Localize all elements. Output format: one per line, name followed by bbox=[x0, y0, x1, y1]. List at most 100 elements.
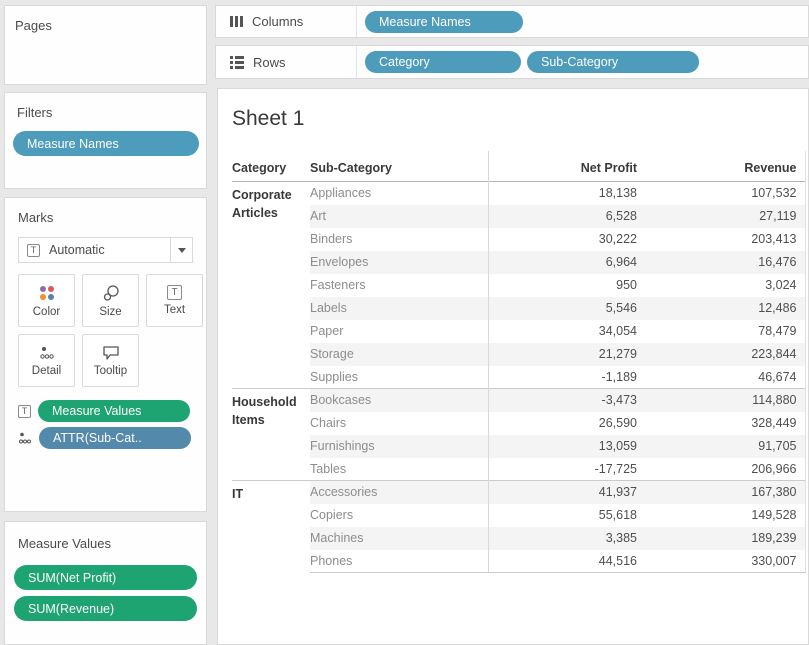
revenue-cell[interactable]: 3,024 bbox=[645, 273, 806, 297]
net-profit-cell[interactable]: 41,937 bbox=[487, 480, 645, 504]
text-box-icon: T bbox=[27, 243, 40, 257]
table-header-row: Category Sub-Category Net Profit Revenue bbox=[232, 151, 806, 182]
revenue-cell[interactable]: 330,007 bbox=[645, 549, 806, 573]
revenue-cell[interactable]: 12,486 bbox=[645, 296, 806, 320]
filters-shelf[interactable]: Filters Measure Names bbox=[4, 92, 207, 189]
table-row: Tables -17,725 206,966 bbox=[232, 457, 806, 481]
text-button[interactable]: T Text bbox=[146, 274, 203, 327]
marks-pill-attr-subcategory[interactable]: ATTR(Sub-Cat.. bbox=[39, 427, 191, 449]
columns-shelf-label: Columns bbox=[252, 14, 304, 29]
net-profit-cell[interactable]: -1,189 bbox=[487, 365, 645, 389]
revenue-cell[interactable]: 27,119 bbox=[645, 204, 806, 228]
marks-pill-measure-values[interactable]: Measure Values bbox=[38, 400, 190, 422]
measure-pill-net-profit[interactable]: SUM(Net Profit) bbox=[14, 565, 197, 590]
sheet-table: Category Sub-Category Net Profit Revenue… bbox=[232, 151, 806, 573]
subcategory-cell[interactable]: Art bbox=[310, 204, 488, 228]
net-profit-cell[interactable]: 950 bbox=[487, 273, 645, 297]
columns-shelf[interactable]: Columns Measure Names bbox=[215, 5, 809, 38]
revenue-cell[interactable]: 78,479 bbox=[645, 319, 806, 343]
net-profit-cell[interactable]: 55,618 bbox=[487, 503, 645, 527]
category-cell[interactable]: Corporate Articles bbox=[232, 188, 292, 221]
worksheet-view: Sheet 1 Category Sub-Category Net Profit… bbox=[217, 88, 809, 645]
revenue-cell[interactable]: 206,966 bbox=[645, 457, 806, 481]
tooltip-button-label: Tooltip bbox=[93, 364, 128, 377]
filters-label: Filters bbox=[17, 105, 53, 120]
net-profit-cell[interactable]: 30,222 bbox=[487, 227, 645, 251]
net-profit-cell[interactable]: 13,059 bbox=[487, 434, 645, 458]
revenue-cell[interactable]: 328,449 bbox=[645, 411, 806, 435]
revenue-cell[interactable]: 114,880 bbox=[645, 388, 806, 412]
size-button-label: Size bbox=[99, 305, 122, 318]
net-profit-cell[interactable]: 6,964 bbox=[487, 250, 645, 274]
subcategory-cell[interactable]: Phones bbox=[310, 549, 488, 573]
subcategory-cell[interactable]: Accessories bbox=[310, 480, 488, 504]
marks-pills: T Measure Values ATTR(Sub-Cat.. bbox=[18, 400, 193, 449]
subcategory-cell[interactable]: Chairs bbox=[310, 416, 347, 430]
col-header-category[interactable]: Category bbox=[232, 161, 287, 175]
pill-label: Measure Values bbox=[52, 404, 142, 418]
pill-label: Sub-Category bbox=[541, 55, 619, 69]
detail-button[interactable]: Detail bbox=[18, 334, 75, 387]
rows-icon bbox=[230, 55, 244, 69]
category-cell[interactable]: Household Items bbox=[232, 388, 310, 481]
revenue-cell[interactable]: 223,844 bbox=[645, 342, 806, 366]
subcategory-cell[interactable]: Machines bbox=[310, 526, 488, 550]
rows-shelf[interactable]: Rows Category Sub-Category bbox=[215, 45, 809, 79]
subcategory-cell[interactable]: Binders bbox=[310, 232, 353, 246]
net-profit-cell[interactable]: 5,546 bbox=[487, 296, 645, 320]
table-row: Paper 34,054 78,479 bbox=[232, 319, 806, 343]
marks-label: Marks bbox=[18, 210, 54, 225]
color-button[interactable]: Color bbox=[18, 274, 75, 327]
dropdown-caret[interactable] bbox=[170, 238, 192, 262]
revenue-cell[interactable]: 167,380 bbox=[645, 480, 806, 504]
filter-pill-measure-names[interactable]: Measure Names bbox=[13, 131, 199, 156]
table-row: Art 6,528 27,119 bbox=[232, 204, 806, 228]
net-profit-cell[interactable]: 18,138 bbox=[487, 181, 645, 205]
revenue-cell[interactable]: 107,532 bbox=[645, 181, 806, 205]
subcategory-cell[interactable]: Copiers bbox=[310, 508, 354, 522]
revenue-cell[interactable]: 149,528 bbox=[645, 503, 806, 527]
col-header-subcategory[interactable]: Sub-Category bbox=[310, 161, 392, 175]
columns-pill-measure-names[interactable]: Measure Names bbox=[365, 10, 523, 33]
sheet-title: Sheet 1 bbox=[232, 107, 305, 130]
net-profit-cell[interactable]: 26,590 bbox=[487, 411, 645, 435]
net-profit-cell[interactable]: 44,516 bbox=[487, 549, 645, 573]
col-header-net-profit[interactable]: Net Profit bbox=[487, 151, 645, 182]
subcategory-cell[interactable]: Envelopes bbox=[310, 250, 488, 274]
rows-pill-category[interactable]: Category bbox=[365, 51, 521, 73]
table-row: Furnishings 13,059 91,705 bbox=[232, 434, 806, 458]
subcategory-cell[interactable]: Fasteners bbox=[310, 278, 366, 292]
mark-type-dropdown[interactable]: T Automatic bbox=[18, 237, 193, 263]
net-profit-cell[interactable]: 21,279 bbox=[487, 342, 645, 366]
table-row: Supplies -1,189 46,674 bbox=[232, 365, 806, 389]
net-profit-cell[interactable]: -3,473 bbox=[487, 388, 645, 412]
net-profit-cell[interactable]: 34,054 bbox=[487, 319, 645, 343]
subcategory-cell[interactable]: Bookcases bbox=[310, 388, 488, 412]
table-row: Copiers 55,618 149,528 bbox=[232, 503, 806, 527]
subcategory-cell[interactable]: Appliances bbox=[310, 186, 372, 201]
size-button[interactable]: Size bbox=[82, 274, 139, 327]
revenue-cell[interactable]: 189,239 bbox=[645, 526, 806, 550]
col-header-revenue[interactable]: Revenue bbox=[645, 151, 806, 182]
revenue-cell[interactable]: 46,674 bbox=[645, 365, 806, 389]
subcategory-cell[interactable]: Paper bbox=[310, 324, 344, 338]
subcategory-cell[interactable]: Storage bbox=[310, 342, 488, 366]
table-row: Fasteners 950 3,024 bbox=[232, 273, 806, 297]
revenue-cell[interactable]: 203,413 bbox=[645, 227, 806, 251]
revenue-cell[interactable]: 91,705 bbox=[645, 434, 806, 458]
tooltip-button[interactable]: Tooltip bbox=[82, 334, 139, 387]
text-box-icon: T bbox=[18, 404, 31, 418]
pages-shelf[interactable]: Pages bbox=[4, 5, 207, 85]
subcategory-cell[interactable]: Supplies bbox=[310, 369, 358, 384]
net-profit-cell[interactable]: 3,385 bbox=[487, 526, 645, 550]
subcategory-cell[interactable]: Furnishings bbox=[310, 434, 488, 458]
table-row: Labels 5,546 12,486 bbox=[232, 296, 806, 320]
category-cell[interactable]: IT bbox=[232, 480, 310, 573]
net-profit-cell[interactable]: 6,528 bbox=[487, 204, 645, 228]
measure-pill-revenue[interactable]: SUM(Revenue) bbox=[14, 596, 197, 621]
subcategory-cell[interactable]: Tables bbox=[310, 461, 347, 476]
revenue-cell[interactable]: 16,476 bbox=[645, 250, 806, 274]
net-profit-cell[interactable]: -17,725 bbox=[487, 457, 645, 481]
rows-pill-subcategory[interactable]: Sub-Category bbox=[527, 51, 699, 73]
subcategory-cell[interactable]: Labels bbox=[310, 296, 488, 320]
